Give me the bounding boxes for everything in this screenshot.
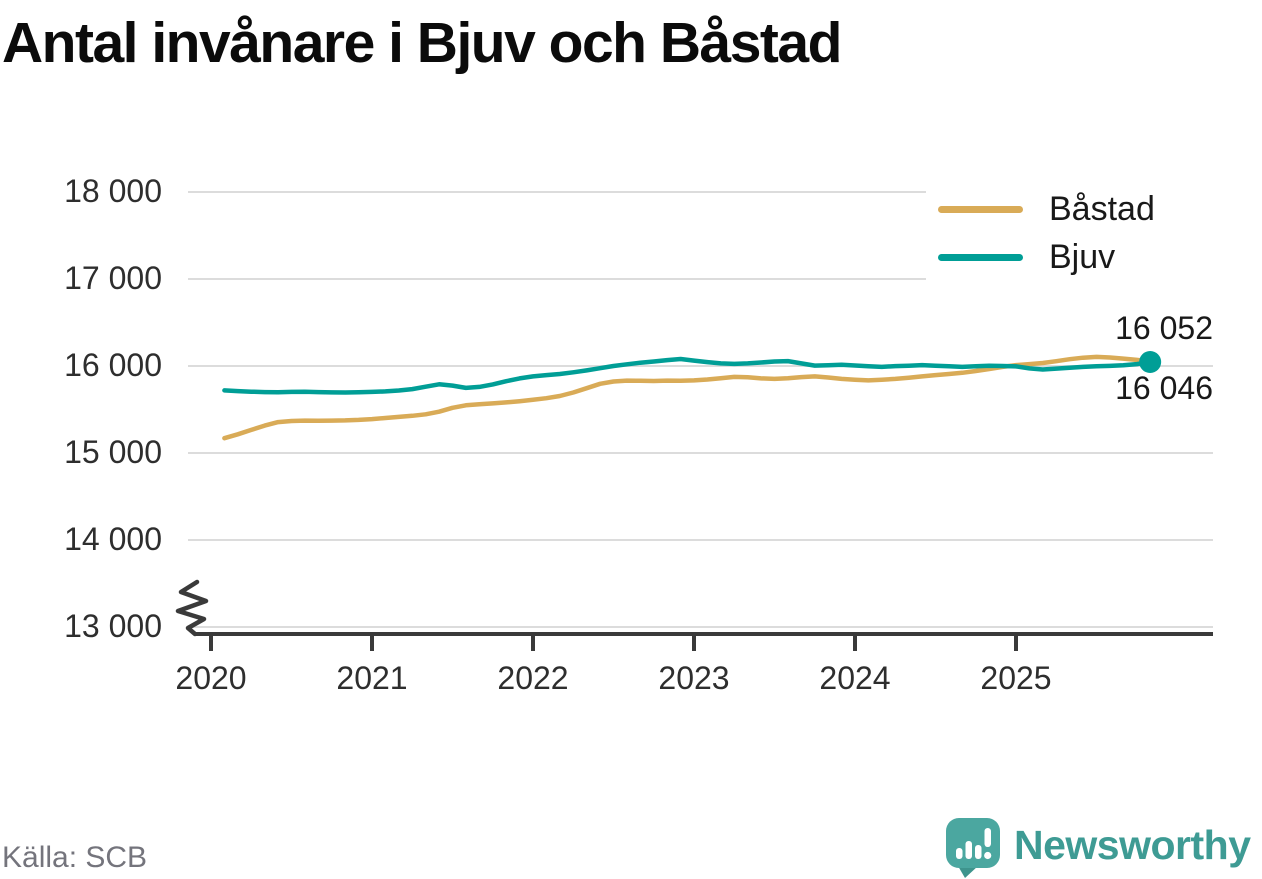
y-tick-label: 17 000 (64, 260, 162, 296)
axis-layer (175, 579, 1213, 651)
series-line-bjuv (222, 356, 1153, 395)
axis-break-icon (175, 579, 209, 637)
end-value-bjuv: 16 046 (1115, 370, 1213, 406)
newsworthy-logo-icon (946, 818, 1000, 878)
y-tick-label: 15 000 (64, 434, 162, 470)
source-note: Källa: SCB (2, 841, 148, 874)
end-dot-bjuv (1139, 350, 1162, 373)
x-tick-label: 2024 (819, 660, 891, 696)
legend-label-bjuv: Bjuv (1049, 237, 1116, 276)
x-tick-label: 2020 (175, 660, 247, 696)
y-tick-label: 18 000 (64, 173, 162, 209)
legend-label-bastad: Båstad (1049, 189, 1155, 228)
x-tick-label: 2023 (658, 660, 730, 696)
y-tick-label: 14 000 (64, 521, 162, 557)
legend-swatch-bastad (938, 205, 1023, 213)
newsworthy-branding: Newsworthy (944, 816, 1251, 878)
legend: Båstad Bjuv (926, 180, 1215, 288)
line-series-layer (222, 350, 1162, 441)
legend-item-bjuv: Bjuv (938, 234, 1215, 280)
legend-item-bastad: Båstad (938, 186, 1215, 232)
y-tick-label: 16 000 (64, 347, 162, 383)
x-tick-label: 2025 (980, 660, 1052, 696)
end-value-bastad: 16 052 (1115, 310, 1213, 346)
y-tick-label: 13 000 (64, 608, 162, 644)
newsworthy-wordmark: Newsworthy (1014, 822, 1251, 868)
series-line-båstad (222, 354, 1153, 441)
x-tick-label: 2022 (497, 660, 569, 696)
legend-swatch-bjuv (938, 253, 1023, 261)
x-tick-label: 2021 (336, 660, 408, 696)
page-title: Antal invånare i Bjuv och Båstad (2, 11, 842, 75)
